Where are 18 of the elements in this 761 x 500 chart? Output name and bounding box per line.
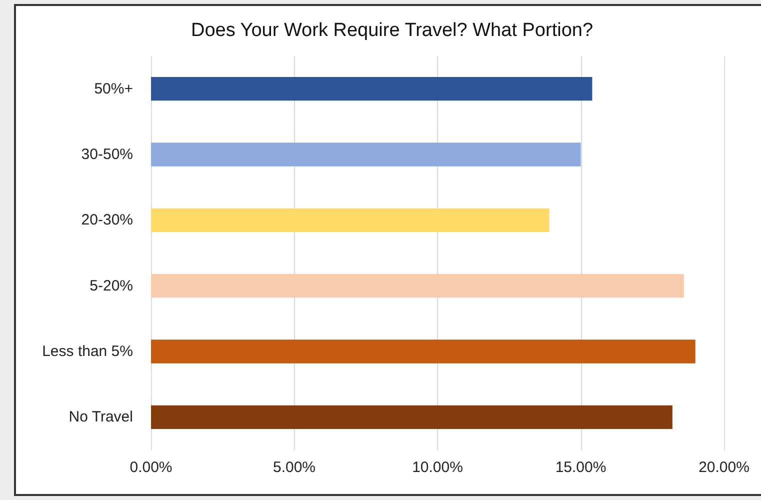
y-tick-label: No Travel [68, 408, 133, 426]
x-tick-label: 10.00% [412, 459, 463, 476]
y-tick-label: Less than 5% [42, 343, 133, 360]
chart-title: Does Your Work Require Travel? What Portion? [190, 20, 594, 41]
x-tick-label: 5.00% [272, 459, 316, 476]
bar [151, 142, 581, 166]
bar [151, 340, 696, 364]
y-tick-label: 30-50% [81, 146, 133, 163]
bar [151, 405, 672, 429]
bar [151, 77, 592, 101]
x-tick-label: 20.00% [698, 459, 750, 476]
bar [151, 274, 684, 298]
x-tick-label: 0.00% [130, 459, 172, 476]
x-tick-label: 15.00% [555, 459, 606, 476]
y-tick-label: 20-30% [81, 212, 133, 229]
y-tick-label: 50%+ [94, 80, 134, 98]
bar [151, 208, 550, 232]
y-tick-label: 5-20% [90, 277, 133, 294]
